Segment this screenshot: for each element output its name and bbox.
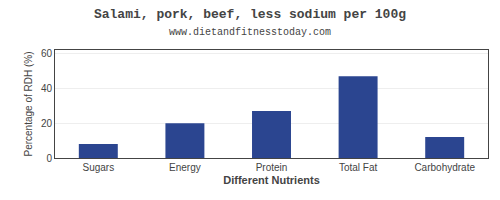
svg-text:Energy: Energy [169,162,201,173]
svg-text:Protein: Protein [256,162,288,173]
svg-text:Sugars: Sugars [82,162,114,173]
svg-text:0: 0 [46,153,52,164]
svg-text:Total Fat: Total Fat [339,162,378,173]
svg-text:Different Nutrients: Different Nutrients [223,174,320,186]
svg-text:Percentage of RDH (%): Percentage of RDH (%) [23,51,34,156]
svg-text:Carbohydrate: Carbohydrate [414,162,475,173]
svg-text:60: 60 [41,48,53,59]
svg-text:20: 20 [41,118,53,129]
svg-text:40: 40 [41,83,53,94]
svg-text:Salami, pork, beef, less sodiu: Salami, pork, beef, less sodium per 100g… [94,7,406,38]
